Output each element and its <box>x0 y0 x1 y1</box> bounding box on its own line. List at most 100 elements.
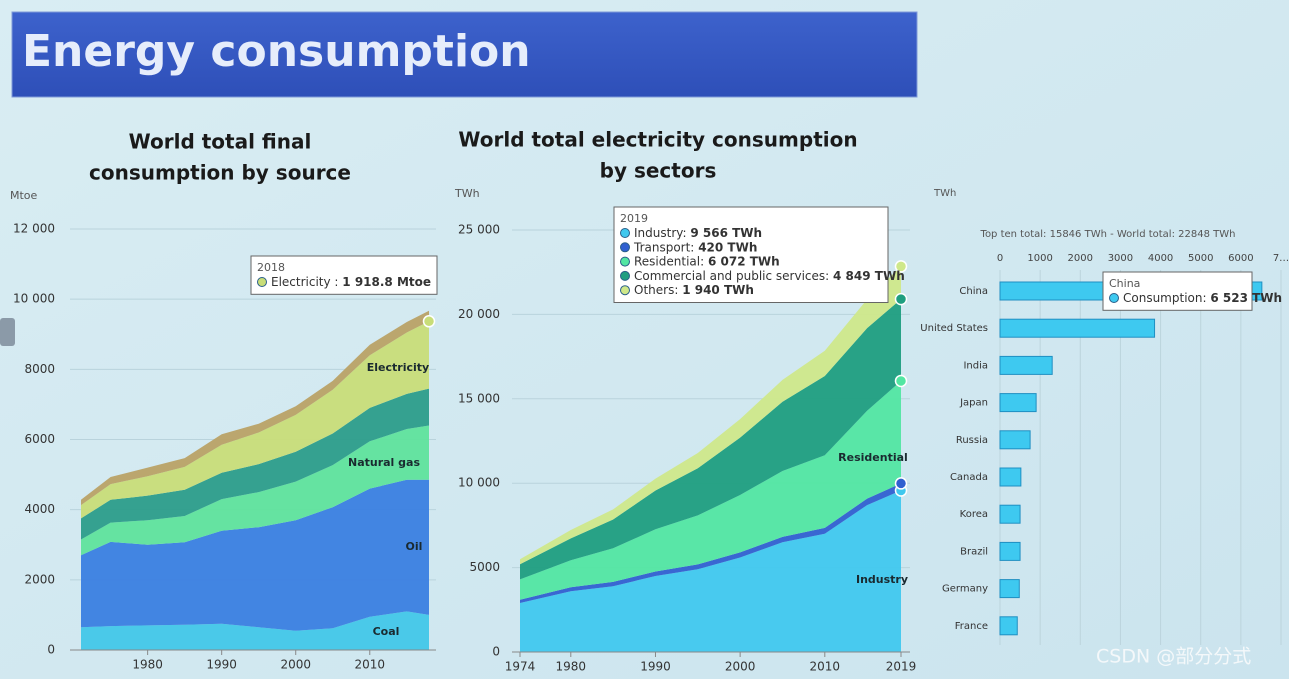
x-tick-label: 2000 <box>280 658 311 672</box>
tooltip-title: 2019 <box>620 212 648 225</box>
category-label: Canada <box>950 472 988 483</box>
y-tick-label: 5000 <box>469 560 500 574</box>
tooltip-label: Residential: <box>634 254 704 268</box>
tooltip-value: 1 918.8 Mtoe <box>342 275 431 289</box>
y-tick-label: 10 000 <box>458 476 500 490</box>
category-label: India <box>963 360 988 371</box>
tooltip-marker <box>620 242 630 253</box>
area <box>520 380 901 600</box>
tooltip-value: 6 072 TWh <box>708 254 780 268</box>
tooltip-item: Transport: 420 TWh <box>633 240 757 254</box>
y-tick-label: 6000 <box>24 432 55 446</box>
area <box>81 611 429 650</box>
category-label: Germany <box>942 584 988 595</box>
category-label: Korea <box>960 509 988 520</box>
x-tick-label: 7… <box>1273 253 1289 264</box>
y-tick-label: 25 000 <box>458 223 500 237</box>
tooltip-marker <box>257 277 267 287</box>
y-tick-label: 12 000 <box>13 222 55 236</box>
x-tick-label: 2019 <box>886 660 917 674</box>
bar <box>999 541 1021 561</box>
header-bar <box>11 11 918 98</box>
area <box>520 483 901 603</box>
tooltip-marker <box>620 270 630 281</box>
chart-title: by sectors <box>600 159 717 183</box>
x-tick-label: 2000 <box>725 660 756 674</box>
tooltip-title: China <box>1109 277 1140 290</box>
watermark: CSDN @部分分式 <box>1096 646 1251 668</box>
bar <box>999 579 1020 599</box>
chart-title: World total final <box>129 130 312 154</box>
x-tick-label: 2000 <box>1068 253 1093 264</box>
tooltip-label: Electricity : <box>271 275 338 289</box>
area-label: Coal <box>373 625 400 638</box>
x-tick-label: 3000 <box>1108 253 1133 264</box>
end-marker <box>894 292 908 306</box>
chart-subtitle: Top ten total: 15846 TWh - World total: … <box>980 229 1236 240</box>
area-label: Natural gas <box>348 456 420 469</box>
category-label: Brazil <box>960 546 988 557</box>
x-tick-label: 1990 <box>640 660 671 674</box>
y-tick-label: 4000 <box>24 502 55 516</box>
y-tick-label: 20 000 <box>458 307 500 321</box>
end-marker <box>894 260 908 273</box>
bar <box>999 318 1156 338</box>
tooltip-box <box>250 255 438 295</box>
area-label: Residential <box>838 451 908 464</box>
bar <box>999 355 1053 375</box>
tooltip-label: Commercial and public services: <box>634 268 829 282</box>
tooltip-marker <box>620 285 630 296</box>
tooltip-value: 9 566 TWh <box>690 226 762 240</box>
end-marker <box>422 315 436 328</box>
bar <box>999 430 1031 450</box>
tooltip-value: 6 523 TWh <box>1210 291 1282 305</box>
x-tick-label: 5000 <box>1188 253 1213 264</box>
area-label: Oil <box>406 540 423 553</box>
header-title: Energy consumption <box>22 26 531 77</box>
tooltip-label: Others: <box>634 283 678 297</box>
tooltip-title: 2018 <box>257 261 285 274</box>
x-tick-label: 4000 <box>1148 253 1173 264</box>
tooltip-box <box>613 206 889 303</box>
tooltip-item: Residential: 6 072 TWh <box>634 254 780 268</box>
tooltip-marker <box>620 256 630 267</box>
area <box>81 321 429 519</box>
tooltip-item: Others: 1 940 TWh <box>634 283 754 297</box>
x-tick-label: 1974 <box>505 660 536 674</box>
area-label: Electricity <box>367 361 429 374</box>
category-label: United States <box>920 323 988 334</box>
tooltip-item: Electricity : 1 918.8 Mtoe <box>271 275 431 289</box>
chart-title: consumption by source <box>89 161 351 185</box>
tooltip-label: Industry: <box>634 226 687 240</box>
bar <box>999 504 1021 524</box>
bar <box>999 467 1022 487</box>
y-tick-label: 8000 <box>24 362 55 376</box>
area <box>520 490 901 652</box>
x-tick-label: 2010 <box>810 660 841 674</box>
tooltip-item: Industry: 9 566 TWh <box>634 226 762 240</box>
area <box>520 299 901 580</box>
tooltip-value: 4 849 TWh <box>833 268 905 282</box>
tooltip-marker <box>620 228 630 238</box>
area <box>81 388 429 540</box>
y-tick-label: 15 000 <box>458 391 500 405</box>
x-tick-label: 6000 <box>1228 253 1253 264</box>
tooltip-label: Transport: <box>633 240 694 254</box>
area <box>81 479 429 631</box>
tooltip-item: Consumption: 6 523 TWh <box>1123 291 1282 305</box>
area <box>81 310 429 506</box>
tooltip-value: 420 TWh <box>698 240 757 254</box>
bar <box>999 616 1018 636</box>
x-tick-label: 0 <box>997 253 1003 264</box>
y-tick-label: 0 <box>47 643 55 657</box>
category-label: France <box>955 621 988 632</box>
end-marker <box>894 477 908 490</box>
tooltip-box <box>1102 271 1253 311</box>
y-axis-label: Mtoe <box>10 189 38 202</box>
side-tab[interactable] <box>0 318 15 346</box>
tooltip-item: Commercial and public services: 4 849 TW… <box>634 268 905 282</box>
tooltip-value: 1 940 TWh <box>682 283 754 297</box>
category-label: Russia <box>956 435 988 446</box>
